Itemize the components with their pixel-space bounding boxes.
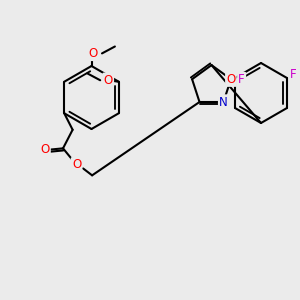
Text: O: O <box>40 143 50 156</box>
Text: F: F <box>290 68 297 82</box>
Text: F: F <box>238 73 245 86</box>
Text: O: O <box>88 47 98 60</box>
Text: N: N <box>219 95 228 109</box>
Text: O: O <box>72 158 81 171</box>
Text: O: O <box>226 73 236 86</box>
Text: O: O <box>104 74 113 87</box>
